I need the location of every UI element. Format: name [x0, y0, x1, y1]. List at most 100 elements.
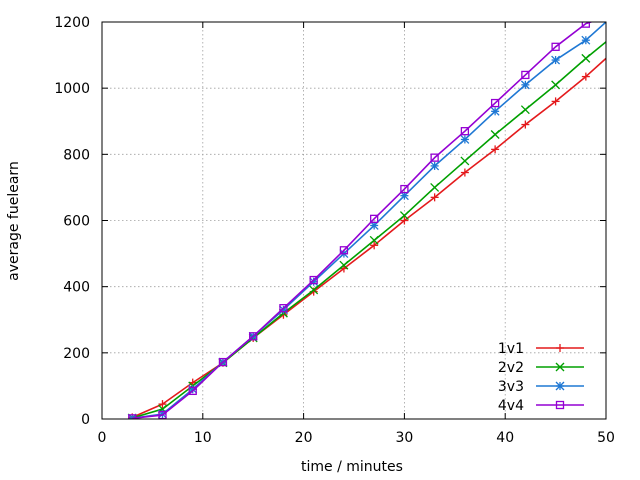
- marker-stroke: [278, 305, 288, 315]
- data-point: [430, 193, 439, 202]
- data-point: [490, 130, 500, 139]
- y-tick-label: 1200: [54, 15, 90, 31]
- data-point: [249, 332, 258, 341]
- data-point: [581, 72, 590, 81]
- legend-entry-4v4: 4v4: [498, 398, 584, 414]
- marker-stroke: [339, 246, 349, 255]
- marker-stroke: [555, 381, 565, 391]
- plot-frame: [101, 21, 607, 420]
- data-point: [551, 55, 561, 65]
- legend: 1v1 2v2 3v3 4v4: [498, 341, 584, 414]
- y-tick-label: 400: [63, 280, 90, 296]
- marker-stroke: [218, 357, 228, 367]
- y-tick-label: 1000: [54, 81, 90, 97]
- marker-stroke: [551, 80, 561, 90]
- marker-stroke: [249, 332, 258, 341]
- series-layer: [127, 22, 606, 419]
- marker-stroke: [520, 80, 530, 90]
- data-point: [128, 414, 137, 419]
- marker-stroke: [369, 235, 379, 245]
- data-point: [188, 386, 197, 396]
- data-point: [430, 153, 439, 162]
- marker-stroke: [339, 260, 349, 270]
- marker-stroke: [309, 285, 319, 295]
- marker-stroke: [430, 182, 440, 192]
- data-point: [430, 182, 440, 192]
- data-point: [430, 161, 440, 171]
- marker-stroke: [581, 35, 591, 45]
- data-point: [218, 357, 228, 367]
- y-axis-label: average fuelearn: [6, 161, 22, 281]
- data-point: [555, 400, 565, 410]
- tick-labels: 0 10 20 30 40 50 0 200 400 600 800 1000 1200: [54, 15, 615, 446]
- data-point: [491, 145, 500, 154]
- data-point: [551, 97, 560, 106]
- data-point: [555, 362, 565, 372]
- y-tick-label: 600: [63, 214, 90, 230]
- marker-stroke: [490, 106, 500, 116]
- data-point: [339, 260, 349, 270]
- x-tick-label: 10: [194, 430, 212, 446]
- marker-stroke: [555, 362, 565, 372]
- data-point: [460, 127, 470, 136]
- data-point: [399, 211, 409, 220]
- data-point: [339, 246, 349, 255]
- data-point: [581, 53, 591, 63]
- x-tick-label: 0: [98, 430, 107, 446]
- x-tick-label: 50: [597, 430, 615, 446]
- data-point: [581, 22, 590, 28]
- data-point: [520, 105, 530, 115]
- y-tick-label: 0: [81, 412, 90, 428]
- marker-stroke: [188, 384, 198, 394]
- y-tick-label: 800: [63, 147, 90, 163]
- data-point: [555, 381, 565, 391]
- data-point: [556, 344, 564, 352]
- x-axis-label: time / minutes: [301, 459, 403, 475]
- marker-stroke: [430, 161, 440, 171]
- data-point: [551, 42, 560, 51]
- marker-stroke: [551, 55, 561, 65]
- legend-entry-1v1: 1v1: [498, 341, 584, 357]
- data-point: [369, 235, 379, 245]
- marker-stroke: [430, 153, 439, 162]
- legend-entry-2v2: 2v2: [498, 360, 584, 376]
- legend-entry-3v3: 3v3: [498, 379, 584, 395]
- data-point: [370, 241, 379, 250]
- marker-stroke: [460, 134, 470, 144]
- data-point: [400, 216, 409, 225]
- data-point: [309, 285, 319, 295]
- marker-stroke: [490, 98, 500, 108]
- data-point: [460, 168, 469, 177]
- data-point: [551, 80, 561, 90]
- x-tick-label: 40: [496, 430, 514, 446]
- series-line: [132, 22, 594, 419]
- data-point: [581, 35, 591, 45]
- data-point: [158, 400, 167, 409]
- marker-stroke: [520, 105, 530, 115]
- data-point: [460, 134, 470, 144]
- marker-stroke: [460, 127, 470, 136]
- marker-stroke: [370, 214, 379, 223]
- legend-label: 3v3: [498, 379, 524, 395]
- marker-stroke: [188, 386, 197, 396]
- marker-stroke: [490, 130, 500, 139]
- data-point: [520, 80, 530, 90]
- data-point: [309, 275, 318, 285]
- marker-stroke: [128, 414, 137, 419]
- marker-stroke: [399, 211, 409, 220]
- x-tick-label: 30: [395, 430, 413, 446]
- marker-stroke: [460, 156, 470, 166]
- data-point: [370, 214, 379, 223]
- legend-label: 1v1: [498, 341, 524, 357]
- marker-stroke: [581, 22, 590, 28]
- data-point: [490, 106, 500, 116]
- y-tick-label: 200: [63, 346, 90, 362]
- marker-stroke: [581, 53, 591, 63]
- data-point: [490, 98, 500, 108]
- data-point: [279, 304, 288, 313]
- marker-stroke: [400, 184, 409, 194]
- data-point: [400, 184, 409, 194]
- data-point: [521, 120, 530, 129]
- marker-stroke: [279, 304, 288, 313]
